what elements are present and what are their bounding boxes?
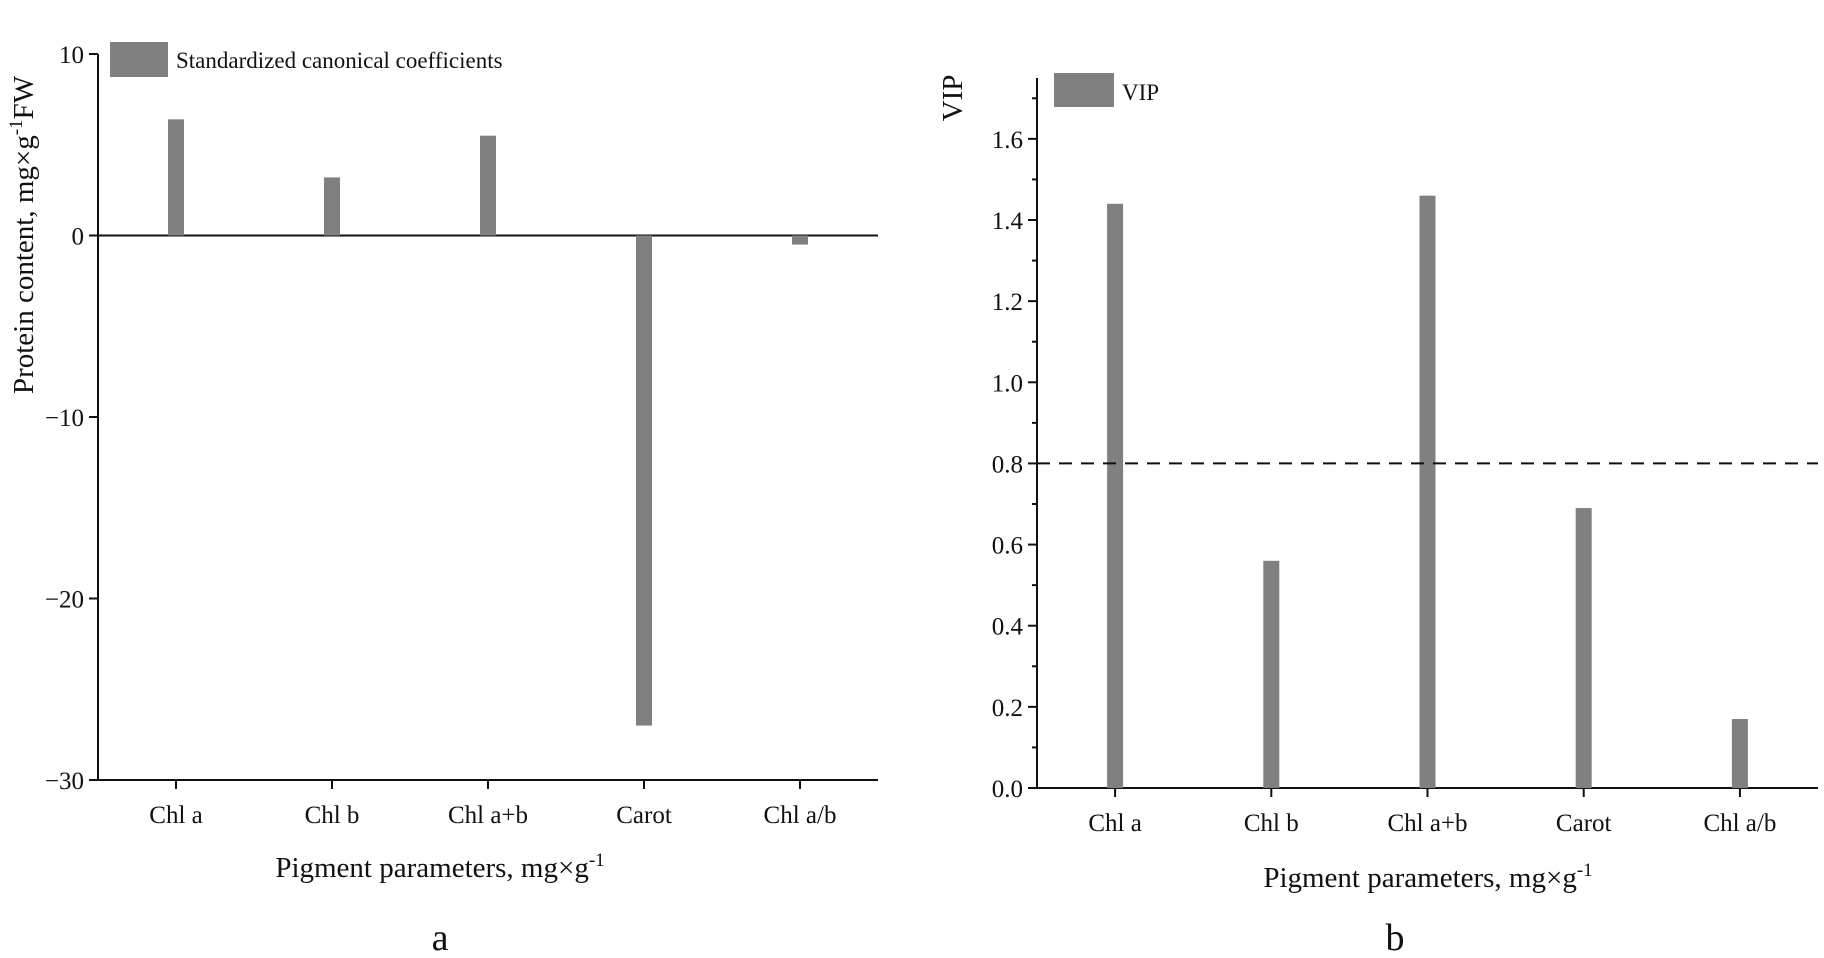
panel-b-bar [1731,719,1748,788]
panel-a-x-tick-label: Carot [616,802,672,829]
panel-b-x-axis-title: Pigment parameters, mg×g-1 [1263,860,1592,894]
panel-b-legend: VIP [1054,73,1159,107]
panel-a-x-tick-label: Chl a/b [764,802,837,829]
panel-a-y-axis-title: Protein content, mg×g-1FW [6,75,40,394]
panel-a-y-tick-label: 10 [59,42,84,69]
panel-b-y-tick-label: 0.6 [992,533,1023,560]
panel-a-bar [168,119,184,236]
panel-b-label: b [1386,917,1405,958]
panel-b-x-tick-label: Chl a+b [1387,810,1467,837]
panel-b-bar [1575,508,1592,788]
panel-b-y-tick-label: 1.6 [992,127,1023,154]
panel-a-bar [636,235,652,726]
panel-b-bars [1107,195,1748,788]
panel-a-y-tick-label: −20 [45,587,84,614]
panel-a-x-axis-title: Pigment parameters, mg×g-1 [275,850,604,884]
panel-b-x-tick-label: Carot [1556,810,1612,837]
panel-b-y-tick-label: 0.2 [992,695,1023,722]
panel-b-y-tick-label: 0.4 [992,614,1024,641]
panel-b-chart: 0.0 0.2 0.4 0.6 0.8 1.0 1.2 1.4 1.6 Chl a Chl b Chl… [937,73,1818,958]
panel-b-bar [1419,195,1436,788]
panel-a-x-tick-label: Chl b [305,802,360,829]
panel-a-y-tick-label: 0 [72,224,85,251]
panel-b-y-tick-label: 1.0 [992,370,1023,397]
panel-b-y-axis-title: VIP [937,75,969,122]
panel-a-legend: Standardized canonical coefficients [110,42,503,77]
panel-a-chart: 10 0 −10 −20 −30 Chl a Chl b Chl a+b Carot Chl a/… [6,42,878,958]
panel-b-y-tick-label: 0.0 [992,776,1023,803]
panel-a-x-tick-label: Chl a [149,802,202,829]
panel-a-bar [792,235,808,245]
panel-a-y-tick-label: −10 [45,405,84,432]
panel-b-x-tick-label: Chl b [1244,810,1299,837]
panel-b-legend-swatch [1054,73,1114,107]
panel-a-bar [480,135,496,236]
panel-b-x-tick-label: Chl a [1088,810,1141,837]
panel-b-legend-label: VIP [1122,80,1159,105]
panel-a-bar [324,177,340,236]
panel-b-x-tick-label: Chl a/b [1703,810,1776,837]
panel-a-legend-swatch [110,42,168,77]
panel-a-x-tick-label: Chl a+b [448,802,528,829]
panel-a-tick-labels: 10 0 −10 −20 −30 Chl a Chl b Chl a+b Carot Chl a/… [45,42,837,829]
panel-b-tick-labels: 0.0 0.2 0.4 0.6 0.8 1.0 1.2 1.4 1.6 Chl a Chl b Chl… [992,127,1777,837]
panel-a-label: a [432,917,449,958]
panel-a-legend-label: Standardized canonical coefficients [176,48,503,73]
panel-a-y-tick-label: −30 [45,768,84,795]
panel-b-bar [1263,560,1280,788]
panel-b-y-tick-label: 1.4 [992,208,1024,235]
panel-b-y-tick-label: 0.8 [992,451,1023,478]
panel-b-bar [1107,203,1124,788]
panel-b-y-tick-label: 1.2 [992,289,1023,316]
panel-a-bars [168,119,808,726]
